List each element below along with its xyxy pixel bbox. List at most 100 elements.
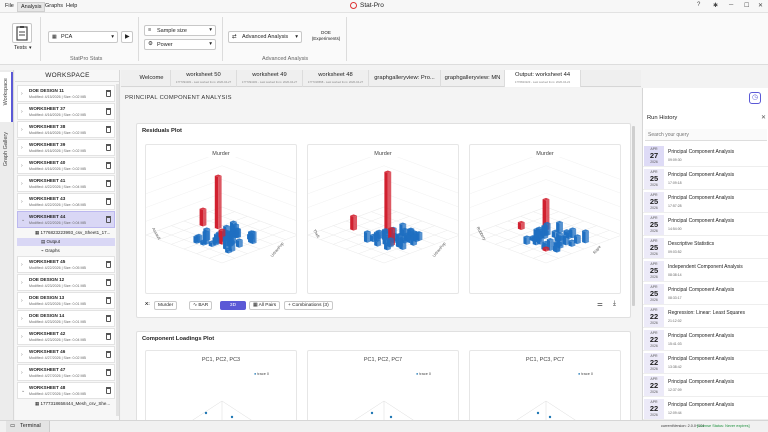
- history-item[interactable]: APR 25 2026 Descriptive Statistics 09:03:52: [643, 237, 768, 259]
- workspace-item[interactable]: › DOE DESIGN 13 Modified: 4/23/2026 | Size…: [17, 292, 115, 309]
- history-item[interactable]: APR 25 2026 Principal Component Analysis 08:…: [643, 283, 768, 305]
- workspace-item[interactable]: ⌄ WORKSHEET 48 Modified: 4/27/2026 | Size:…: [17, 382, 115, 399]
- menu-analysis[interactable]: Analysis: [17, 2, 46, 12]
- history-item[interactable]: APR 25 2026 Principal Component Analysis 14:…: [643, 214, 768, 236]
- history-item[interactable]: APR 22 2026 Principal Component Analysis 13:…: [643, 352, 768, 374]
- trash-icon[interactable]: [106, 387, 111, 394]
- run-button[interactable]: ▶: [121, 31, 133, 43]
- download-icon[interactable]: ⤓: [613, 300, 616, 307]
- all-pairs-button[interactable]: ▦ All Pairs: [249, 301, 281, 310]
- help-circle-icon[interactable]: ?: [697, 2, 701, 8]
- chevron-right-icon[interactable]: ›: [21, 280, 23, 286]
- tab-item[interactable]: graphgalleryview: MN: [441, 70, 505, 87]
- workspace-item[interactable]: › WORKSHEET 45 Modified: 4/22/2026 | Size:…: [17, 256, 115, 273]
- workspace-item[interactable]: › DOE DESIGN 11 Modified: 4/15/2026 | Size…: [17, 85, 115, 102]
- chevron-right-icon[interactable]: ›: [21, 352, 23, 358]
- trash-icon[interactable]: [106, 144, 111, 151]
- chevron-down-icon[interactable]: ⌄: [21, 388, 26, 394]
- trash-icon[interactable]: [106, 162, 111, 169]
- trash-icon[interactable]: [106, 126, 111, 133]
- history-item[interactable]: APR 25 2026 Principal Component Analysis 17:…: [643, 191, 768, 213]
- trash-icon[interactable]: [106, 351, 111, 358]
- power-select[interactable]: ⚙ Power ▾: [144, 39, 216, 50]
- trash-icon[interactable]: [106, 216, 111, 223]
- chevron-right-icon[interactable]: ›: [21, 181, 23, 187]
- history-item[interactable]: APR 27 2026 Principal Component Analysis 09:…: [643, 145, 768, 167]
- workspace-scrollbar[interactable]: [116, 84, 119, 416]
- trash-icon[interactable]: [106, 333, 111, 340]
- workspace-item[interactable]: › WORKSHEET 46 Modified: 4/27/2026 | Size:…: [17, 346, 115, 363]
- tab-graph-gallery[interactable]: Graph Gallery: [3, 132, 9, 167]
- history-item[interactable]: APR 22 2026 Principal Component Analysis 15:…: [643, 329, 768, 351]
- tab-item[interactable]: graphgalleryview: Pro...: [369, 70, 441, 87]
- history-item[interactable]: APR 25 2026 Independent Component Analysis 0…: [643, 260, 768, 282]
- main-scrollbar[interactable]: [632, 126, 635, 306]
- chevron-right-icon[interactable]: ›: [21, 370, 23, 376]
- trash-icon[interactable]: [106, 198, 111, 205]
- analysis-select[interactable]: ▦ PCA ▾: [48, 31, 118, 43]
- workspace-child-item[interactable]: ⌁ Graphs: [41, 248, 60, 253]
- loading-plot[interactable]: PC1, PC3, PC7 ● trace 0: [469, 350, 621, 420]
- doe-button[interactable]: DOE (Experiments): [311, 30, 341, 41]
- minimize-icon[interactable]: ─: [729, 2, 734, 8]
- tests-button[interactable]: [12, 23, 32, 43]
- theme-icon[interactable]: ✱: [713, 3, 719, 9]
- trash-icon[interactable]: [106, 108, 111, 115]
- chevron-down-icon[interactable]: ⌄: [21, 217, 26, 223]
- history-item[interactable]: APR 22 2026 Principal Component Analysis 12:…: [643, 375, 768, 397]
- chevron-right-icon[interactable]: ›: [21, 316, 23, 322]
- menu-graphs[interactable]: Graphs: [45, 3, 64, 9]
- sample-size-select[interactable]: ≡ Sample size ▾: [144, 25, 216, 36]
- workspace-child-item[interactable]: ▤ Output: [17, 238, 115, 246]
- chevron-right-icon[interactable]: ›: [21, 334, 23, 340]
- chevron-right-icon[interactable]: ›: [21, 199, 23, 205]
- maximize-icon[interactable]: ☐: [744, 3, 750, 9]
- trash-icon[interactable]: [106, 315, 111, 322]
- chevron-right-icon[interactable]: ›: [21, 91, 23, 97]
- trash-icon[interactable]: [106, 369, 111, 376]
- chevron-right-icon[interactable]: ›: [21, 127, 23, 133]
- history-clock-icon[interactable]: ◷: [749, 92, 761, 104]
- chevron-right-icon[interactable]: ›: [21, 109, 23, 115]
- tab-item[interactable]: worksheet 50 1777394181 - Last worked fro…: [171, 70, 237, 87]
- combinations-button[interactable]: + Combinations (3): [284, 301, 333, 310]
- tab-item[interactable]: worksheet 48 1777318658 - Last worked fro…: [303, 70, 369, 87]
- trash-icon[interactable]: [106, 279, 111, 286]
- trash-icon[interactable]: [106, 180, 111, 187]
- trash-icon[interactable]: [106, 297, 111, 304]
- x-variable-select[interactable]: Murder: [154, 301, 178, 310]
- chevron-down-icon[interactable]: ▾: [29, 45, 32, 51]
- workspace-item[interactable]: › WORKSHEET 37 Modified: 4/16/2026 | Size:…: [17, 103, 115, 120]
- trash-icon[interactable]: [106, 90, 111, 97]
- tab-item[interactable]: Welcome: [133, 70, 171, 87]
- close-icon[interactable]: ✕: [761, 115, 767, 121]
- chevron-right-icon[interactable]: ›: [21, 262, 23, 268]
- trash-icon[interactable]: [106, 261, 111, 268]
- tab-workspace[interactable]: Workspace: [3, 78, 9, 106]
- advanced-analysis-select[interactable]: ⇄ Advanced Analysis ▾: [228, 31, 302, 43]
- history-item[interactable]: APR 22 2026 Regression: Linear: Least Squar…: [643, 306, 768, 328]
- menu-file[interactable]: File: [5, 3, 14, 9]
- residual-plot[interactable]: Murder Assault UrbanPop: [145, 144, 297, 294]
- history-item[interactable]: APR 22 2026 Principal Component Analysis 12:…: [643, 398, 768, 420]
- workspace-item[interactable]: › DOE DESIGN 12 Modified: 4/23/2026 | Size…: [17, 274, 115, 291]
- 3d-toggle-button[interactable]: 3D: [220, 301, 246, 310]
- loading-plot[interactable]: PC1, PC2, PC7 ● trace 0: [307, 350, 459, 420]
- workspace-item[interactable]: › WORKSHEET 43 Modified: 4/22/2026 | Size:…: [17, 193, 115, 210]
- chevron-right-icon[interactable]: ›: [21, 163, 23, 169]
- chevron-right-icon[interactable]: ›: [21, 298, 23, 304]
- workspace-item[interactable]: › WORKSHEET 39 Modified: 4/16/2026 | Size:…: [17, 139, 115, 156]
- workspace-item[interactable]: ⌄ WORKSHEET 44 Modified: 4/22/2026 | Size:…: [17, 211, 115, 228]
- residual-plot[interactable]: Murder Robbery Rape: [469, 144, 621, 294]
- workspace-child-item[interactable]: ▦ 1777318658444_Mesh_csv_She...: [35, 401, 111, 406]
- workspace-item[interactable]: › WORKSHEET 47 Modified: 4/27/2026 | Size:…: [17, 364, 115, 381]
- workspace-item[interactable]: › WORKSHEET 41 Modified: 4/22/2026 | Size:…: [17, 175, 115, 192]
- history-search-input[interactable]: [645, 129, 767, 141]
- tab-item[interactable]: Output: worksheet 44 1776823223 - Last wo…: [505, 70, 581, 87]
- terminal-tab[interactable]: ▭ Terminal: [6, 421, 50, 432]
- workspace-item[interactable]: › WORKSHEET 40 Modified: 4/16/2026 | Size:…: [17, 157, 115, 174]
- residual-plot[interactable]: Murder Theft UrbanPop: [307, 144, 459, 294]
- close-icon[interactable]: ✕: [758, 3, 764, 9]
- menu-help[interactable]: Help: [66, 3, 78, 9]
- loading-plot[interactable]: PC1, PC2, PC3 ● trace 0: [145, 350, 297, 420]
